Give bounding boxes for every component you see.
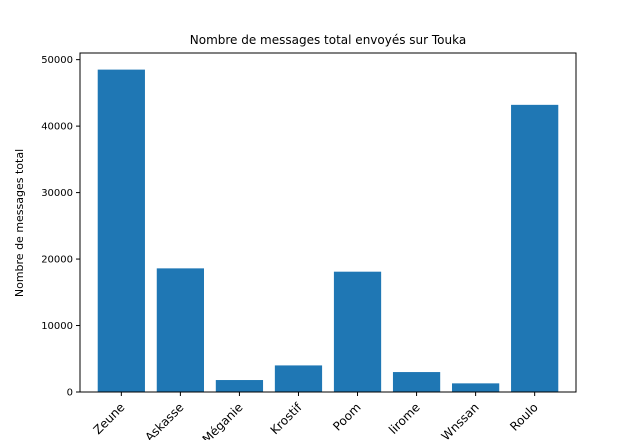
y-tick-label: 30000 bbox=[41, 188, 73, 199]
plot-frame bbox=[79, 52, 577, 393]
bar-3 bbox=[215, 380, 264, 392]
x-tick-label: Méganie bbox=[200, 400, 246, 440]
x-tick-label: Zeune bbox=[91, 400, 128, 437]
bar-8 bbox=[511, 104, 559, 393]
bar-7 bbox=[452, 383, 500, 392]
x-tick-label: Poom bbox=[330, 400, 363, 433]
y-tick-label: 40000 bbox=[41, 122, 73, 133]
y-tick-label: 10000 bbox=[41, 321, 73, 332]
bar-6 bbox=[392, 372, 441, 392]
chart-title: Nombre de messages total envoyés sur Tou… bbox=[190, 33, 466, 47]
bar-1 bbox=[97, 69, 145, 392]
y-axis-ticks: 0 10000 20000 30000 40000 50000 bbox=[41, 55, 80, 399]
bars-group bbox=[97, 69, 559, 393]
bar-4 bbox=[274, 365, 323, 392]
x-tick-label: lirome bbox=[386, 400, 423, 437]
x-tick-label: Askasse bbox=[142, 400, 186, 440]
x-tick-label: Wnssan bbox=[439, 400, 482, 440]
y-tick-label: 20000 bbox=[41, 255, 73, 266]
y-tick-label: 0 bbox=[67, 388, 73, 399]
y-axis-label: Nombre de messages total bbox=[13, 149, 26, 297]
x-tick-label: Krostif bbox=[268, 400, 306, 438]
x-tick-label: Roulo bbox=[507, 400, 541, 434]
y-tick-label: 50000 bbox=[41, 55, 73, 66]
bar-5 bbox=[333, 271, 382, 392]
x-axis-ticks: Zeune Askasse Méganie Krostif Poom lirome Wnss… bbox=[91, 392, 541, 440]
bar-2 bbox=[156, 268, 204, 392]
